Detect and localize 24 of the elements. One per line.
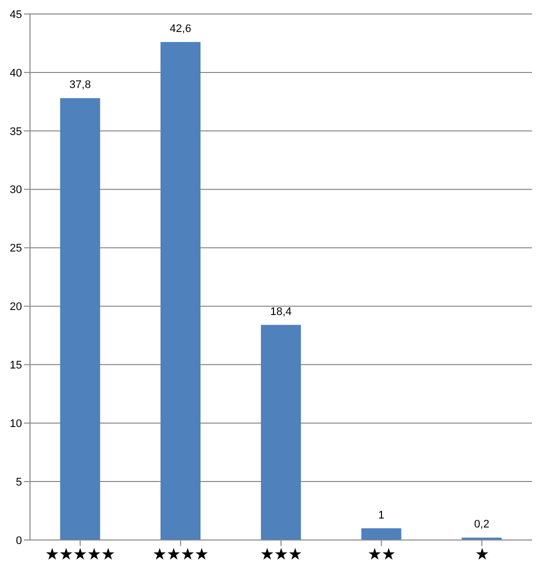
x-tick-label: ★★ xyxy=(367,546,396,564)
x-tick-label: ★★★★★ xyxy=(45,546,116,564)
y-tick-label: 15 xyxy=(10,360,22,372)
bar xyxy=(160,42,201,540)
y-tick-label: 25 xyxy=(10,242,22,255)
y-tick-label: 30 xyxy=(10,184,22,196)
x-tick-label: ★★★★ xyxy=(152,546,209,564)
y-tick-label: 0 xyxy=(16,534,22,547)
data-label: 1 xyxy=(378,509,384,522)
data-label: 0,2 xyxy=(474,518,490,531)
bar xyxy=(260,324,301,540)
y-tick-label: 40 xyxy=(10,67,22,80)
y-tick-label: 10 xyxy=(10,418,22,430)
data-label: 37,8 xyxy=(69,79,91,92)
y-tick-label: 35 xyxy=(10,126,22,138)
x-tick-label: ★★★ xyxy=(260,546,302,564)
data-label: 18,4 xyxy=(270,306,292,318)
data-label: 42,6 xyxy=(170,23,192,36)
x-tick-label: ★ xyxy=(474,546,489,564)
y-tick-label: 45 xyxy=(10,8,22,21)
bar xyxy=(60,98,100,540)
y-tick-label: 5 xyxy=(16,476,22,488)
y-tick-label: 20 xyxy=(10,301,22,314)
bar xyxy=(361,528,402,540)
